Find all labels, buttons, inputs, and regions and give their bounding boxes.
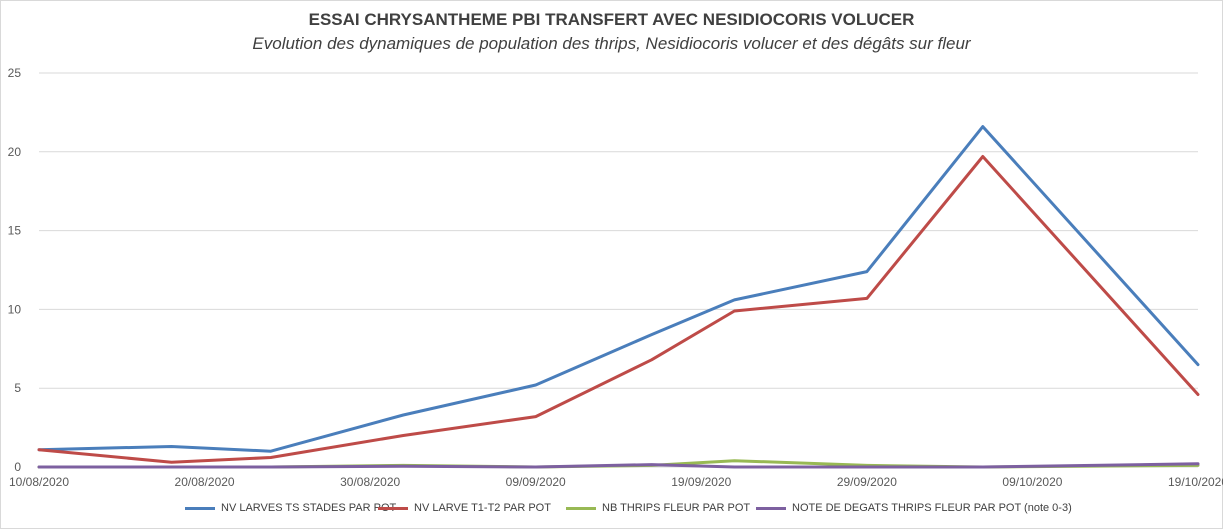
series-line-1 [37,125,1200,453]
legend-item: NB THRIPS FLEUR PAR POT [566,498,750,518]
series-lines [37,125,1200,469]
x-tick-label: 19/09/2020 [671,475,731,489]
legend-label: NV LARVE T1-T2 PAR POT [414,502,551,514]
x-tick-label: 09/09/2020 [506,475,566,489]
legend-swatch [185,506,215,510]
y-tick-label: 25 [8,66,22,80]
x-tick-label: 19/10/2020 [1168,475,1223,489]
legend-item: NV LARVE T1-T2 PAR POT [378,498,551,518]
x-axis-ticks: 10/08/2020 20/08/2020 30/08/2020 09/09/2020… [9,475,1223,489]
x-tick-label: 10/08/2020 [9,475,69,489]
chart-subtitle: Evolution des dynamiques de population d… [252,34,971,53]
y-tick-label: 15 [8,224,22,238]
legend: NV LARVES TS STADES PAR POT NV LARVE T1-T… [0,498,1223,518]
legend-item: NOTE DE DEGATS THRIPS FLEUR PAR POT (not… [756,498,1072,518]
y-axis-ticks: 0 5 10 15 20 25 [8,66,22,474]
x-tick-label: 09/10/2020 [1002,475,1062,489]
gridlines [39,72,1198,389]
y-tick-label: 20 [8,145,22,159]
x-tick-label: 29/09/2020 [837,475,897,489]
legend-swatch [756,506,786,510]
legend-swatch [566,506,596,510]
x-tick-label: 30/08/2020 [340,475,400,489]
legend-label: NB THRIPS FLEUR PAR POT [602,502,751,514]
legend-swatch [378,506,408,510]
y-tick-label: 10 [8,302,22,316]
legend-item: NV LARVES TS STADES PAR POT [185,498,396,518]
series-line-2 [37,155,1200,464]
x-tick-label: 20/08/2020 [175,475,235,489]
legend-label: NV LARVES TS STADES PAR POT [221,502,397,514]
chart-title: ESSAI CHRYSANTHEME PBI TRANSFERT AVEC NE… [308,10,915,29]
series-line-4 [37,462,1200,469]
legend-label: NOTE DE DEGATS THRIPS FLEUR PAR POT (not… [792,502,1072,514]
y-tick-label: 5 [14,381,21,395]
y-tick-label: 0 [14,460,21,474]
